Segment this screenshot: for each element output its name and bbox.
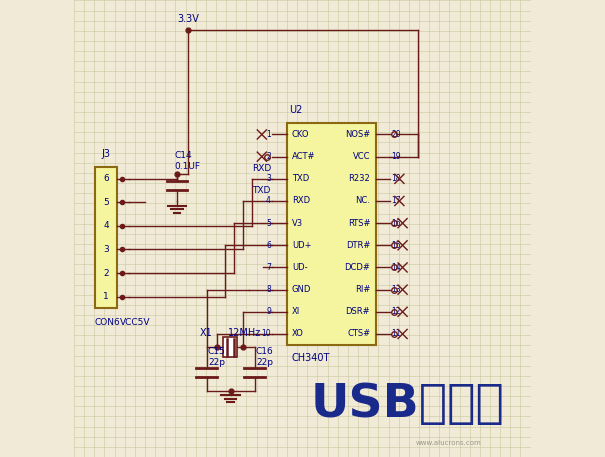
Text: 3: 3 <box>103 245 109 254</box>
Text: DSR#: DSR# <box>345 307 370 316</box>
Text: 22p: 22p <box>208 358 225 367</box>
Text: CH340T: CH340T <box>291 353 330 363</box>
Text: 4: 4 <box>103 221 109 230</box>
Text: CKO: CKO <box>292 130 310 139</box>
Text: 2: 2 <box>266 152 271 161</box>
Text: 13: 13 <box>391 285 401 294</box>
Text: VCC: VCC <box>353 152 370 161</box>
Text: 20: 20 <box>391 130 401 139</box>
Text: ACT#: ACT# <box>292 152 315 161</box>
Text: 19: 19 <box>391 152 401 161</box>
Text: RXD: RXD <box>252 165 272 173</box>
Text: 15: 15 <box>391 241 401 250</box>
Text: J3: J3 <box>102 149 111 159</box>
Text: 18: 18 <box>391 174 401 183</box>
Text: CON6: CON6 <box>94 318 120 327</box>
Text: 3: 3 <box>266 174 271 183</box>
Text: R232: R232 <box>348 174 370 183</box>
Text: 9: 9 <box>266 307 271 316</box>
Text: 4: 4 <box>266 197 271 206</box>
Text: RTS#: RTS# <box>348 218 370 228</box>
Text: 14: 14 <box>391 263 401 272</box>
Bar <box>94 167 117 308</box>
Text: 16: 16 <box>391 218 401 228</box>
Text: XI: XI <box>292 307 300 316</box>
Text: UD-: UD- <box>292 263 307 272</box>
Text: 10: 10 <box>261 329 271 339</box>
Text: USB转串口: USB转串口 <box>311 382 505 427</box>
Bar <box>287 123 376 345</box>
Text: C15: C15 <box>208 347 226 356</box>
Text: TXD: TXD <box>292 174 309 183</box>
Text: VCC5V: VCC5V <box>120 318 150 327</box>
Text: 6: 6 <box>266 241 271 250</box>
Text: TXD: TXD <box>252 186 270 196</box>
Text: UD+: UD+ <box>292 241 312 250</box>
Text: X1: X1 <box>200 328 213 338</box>
Text: GND: GND <box>292 285 312 294</box>
Text: RI#: RI# <box>355 285 370 294</box>
Text: NOS#: NOS# <box>345 130 370 139</box>
Text: C16: C16 <box>256 347 273 356</box>
Text: 12: 12 <box>391 307 401 316</box>
Text: V3: V3 <box>292 218 303 228</box>
Text: 6: 6 <box>103 174 109 183</box>
Text: 5: 5 <box>266 218 271 228</box>
Text: XO: XO <box>292 329 304 339</box>
Text: RXD: RXD <box>292 197 310 206</box>
Text: 1: 1 <box>103 292 109 301</box>
Text: U2: U2 <box>289 105 302 115</box>
Text: 8: 8 <box>266 285 271 294</box>
Text: 11: 11 <box>391 329 401 339</box>
Text: 12MHz: 12MHz <box>228 328 261 338</box>
Text: DTR#: DTR# <box>346 241 370 250</box>
Text: C14: C14 <box>174 151 192 160</box>
Text: NC.: NC. <box>355 197 370 206</box>
Bar <box>223 337 237 357</box>
Text: CTS#: CTS# <box>347 329 370 339</box>
Text: 2: 2 <box>103 269 109 277</box>
Text: 5: 5 <box>103 198 109 207</box>
Text: DCD#: DCD# <box>344 263 370 272</box>
Text: 0.1UF: 0.1UF <box>174 162 200 171</box>
Text: 7: 7 <box>266 263 271 272</box>
Text: 1: 1 <box>266 130 271 139</box>
Text: www.alucrons.com: www.alucrons.com <box>416 440 482 446</box>
Text: 3.3V: 3.3V <box>177 14 199 24</box>
Text: 22p: 22p <box>256 358 273 367</box>
Text: 17: 17 <box>391 197 401 206</box>
